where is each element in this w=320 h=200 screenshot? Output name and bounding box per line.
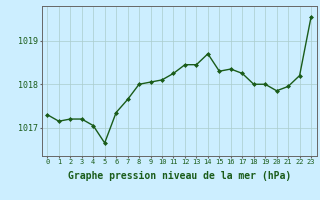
X-axis label: Graphe pression niveau de la mer (hPa): Graphe pression niveau de la mer (hPa): [68, 171, 291, 181]
